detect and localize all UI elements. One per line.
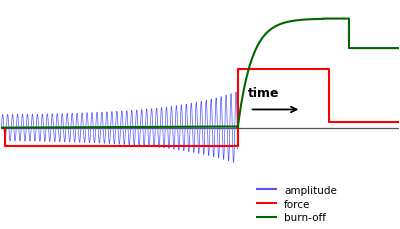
Legend: amplitude, force, burn-off: amplitude, force, burn-off	[257, 185, 337, 222]
Text: time: time	[248, 87, 279, 100]
